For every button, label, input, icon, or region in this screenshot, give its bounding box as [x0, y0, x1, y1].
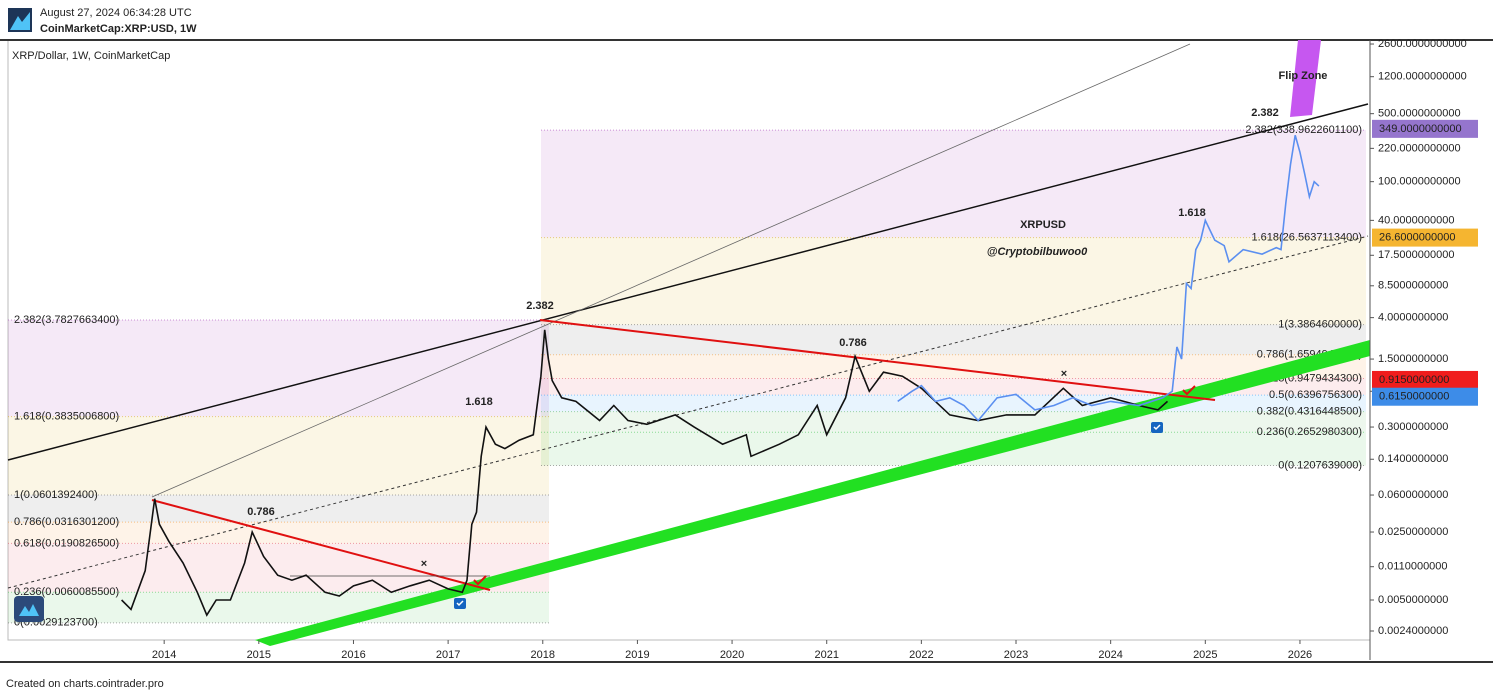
- y-tick-label: 17.5000000000: [1378, 249, 1454, 261]
- x-tick-label: 2018: [531, 649, 555, 661]
- y-tick-label: 220.0000000000: [1378, 142, 1461, 154]
- watermark: XRPUSD: [1020, 219, 1066, 231]
- x-marker: ×: [421, 558, 427, 570]
- fib-level-label: 1(0.0601392400): [14, 489, 98, 501]
- fib-level-label: 0.618(0.0190826500): [14, 537, 119, 549]
- price-line: [121, 329, 1169, 617]
- fib-level-label: 1.618(0.3835006800): [14, 411, 119, 423]
- y-tick-label: 1200.0000000000: [1378, 71, 1467, 83]
- check-box-tick: [456, 600, 464, 607]
- fib-band: [541, 324, 1366, 355]
- x-tick-label: 2021: [814, 649, 838, 661]
- fib-level-label: 1(3.3864600000): [1278, 319, 1362, 331]
- x-tick-label: 2014: [152, 649, 176, 661]
- x-tick-label: 2016: [341, 649, 365, 661]
- fib-band: [8, 543, 549, 593]
- x-tick-label: 2025: [1193, 649, 1217, 661]
- fib-level-label: 0.236(0.2652980300): [1257, 426, 1362, 438]
- fib-band: [541, 378, 1366, 396]
- check-box-tick: [1153, 424, 1161, 431]
- header-symbol: CoinMarketCap:XRP:USD, 1W: [40, 23, 197, 35]
- price-tag-label: 26.6000000000: [1379, 232, 1455, 244]
- price-line: [897, 134, 1320, 422]
- fib-level-label: 0.786(0.0316301200): [14, 516, 119, 528]
- fib-band: [541, 354, 1366, 379]
- fib-level-label: 1.618(26.5637113400): [1251, 232, 1362, 244]
- y-tick-label: 0.0600000000: [1378, 489, 1448, 501]
- price-tag: [1372, 387, 1478, 406]
- fib-band: [541, 395, 1366, 412]
- y-tick-label: 0.0050000000: [1378, 594, 1448, 606]
- fib-annotation: 1.618: [465, 396, 493, 408]
- check-marker: [1182, 385, 1196, 396]
- logo: [8, 8, 32, 32]
- price-tag: [1372, 119, 1478, 138]
- price-tag-label: 0.6150000000: [1379, 391, 1449, 403]
- y-tick-label: 4.0000000000: [1378, 312, 1448, 324]
- fib-band: [541, 237, 1366, 325]
- y-tick-label: 2600.0000000000: [1378, 38, 1467, 50]
- flip-zone-label: Flip Zone: [1279, 70, 1328, 82]
- x-tick-label: 2020: [720, 649, 744, 661]
- x-tick-label: 2024: [1098, 649, 1122, 661]
- y-tick-label: 500.0000000000: [1378, 108, 1461, 120]
- thin-line: [151, 43, 1191, 498]
- y-tick-label: 0.0024000000: [1378, 625, 1448, 637]
- handle: @Cryptobilbuwoo0: [987, 246, 1088, 258]
- x-tick-label: 2017: [436, 649, 460, 661]
- fib-band: [8, 319, 549, 417]
- fib-annotation: 2.382: [526, 300, 554, 312]
- fib-annotation: 2.382: [1251, 107, 1279, 119]
- fib-annotation: 0.786: [247, 506, 275, 518]
- fib-band: [541, 130, 1366, 238]
- fib-band: [8, 416, 549, 495]
- fib-band: [8, 494, 549, 523]
- fib-level-label: 2.382(3.7827663400): [14, 314, 119, 326]
- x-tick-label: 2022: [909, 649, 933, 661]
- price-tag-label: 349.0000000000: [1379, 123, 1462, 135]
- price-tag: [1372, 228, 1478, 247]
- y-tick-label: 0.0110000000: [1378, 561, 1448, 573]
- y-tick-label: 0.1400000000: [1378, 453, 1448, 465]
- y-tick-label: 40.0000000000: [1378, 214, 1454, 226]
- x-tick-label: 2015: [247, 649, 271, 661]
- x-tick-label: 2026: [1288, 649, 1312, 661]
- fib-level-label: 2.382(338.9622601100): [1245, 124, 1362, 136]
- fib-level-label: 0(0.1207639000): [1278, 459, 1362, 471]
- plot: XRP/Dollar, 1W, CoinMarketCap 2.382(3.782…: [0, 38, 1493, 663]
- fib-level-label: 0.236(0.0060085500): [14, 586, 119, 598]
- price-tag: [1372, 370, 1478, 389]
- x-tick-label: 2023: [1004, 649, 1028, 661]
- price-tag-label: 0.9150000000: [1379, 374, 1449, 386]
- check-marker: [473, 575, 487, 586]
- logo-badge: [14, 596, 44, 622]
- fib-annotation: 1.618: [1178, 207, 1206, 219]
- footer: Created on charts.cointrader.pro: [6, 678, 164, 690]
- y-tick-label: 8.5000000000: [1378, 280, 1448, 292]
- x-tick-label: 2019: [625, 649, 649, 661]
- fib-annotation: 0.786: [839, 337, 867, 349]
- red-trend: [539, 319, 1216, 401]
- red-trend: [151, 499, 491, 591]
- chart-title: XRP/Dollar, 1W, CoinMarketCap: [12, 50, 170, 62]
- y-tick-label: 0.0250000000: [1378, 526, 1448, 538]
- y-tick-label: 100.0000000000: [1378, 176, 1461, 188]
- support-channel: [255, 340, 1370, 646]
- dashed-line: [7, 235, 1369, 589]
- y-tick-label: 1.5000000000: [1378, 353, 1448, 365]
- resistance-line: [7, 103, 1369, 461]
- x-marker: ×: [1061, 368, 1067, 380]
- flip-zone: [1290, 40, 1321, 117]
- y-tick-label: 0.3000000000: [1378, 421, 1448, 433]
- fib-band: [541, 411, 1366, 433]
- logo-badge-icon: [19, 604, 39, 616]
- fib-level-label: 0.382(0.4316448500): [1257, 406, 1362, 418]
- header-date: August 27, 2024 06:34:28 UTC: [40, 7, 192, 19]
- fib-level-label: 0.5(0.6396756300): [1269, 389, 1362, 401]
